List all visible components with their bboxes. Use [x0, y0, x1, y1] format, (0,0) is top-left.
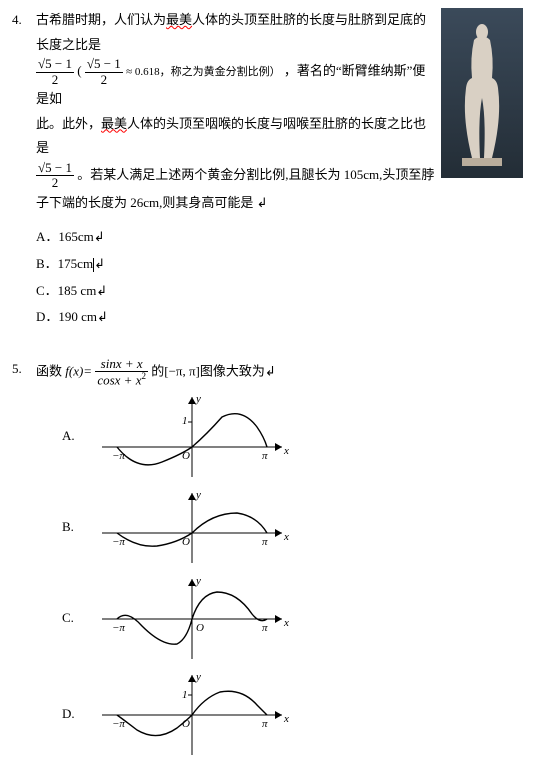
svg-text:−π: −π — [112, 622, 125, 634]
svg-text:π: π — [262, 536, 268, 548]
svg-text:y: y — [195, 393, 201, 405]
q5-graph-a-row: A. x y −π π O 1 — [62, 392, 523, 482]
svg-text:x: x — [283, 531, 289, 543]
svg-text:x: x — [283, 445, 289, 457]
q5-frac: sinx + x cosx + x2 — [95, 357, 148, 388]
svg-text:O: O — [196, 622, 204, 634]
q4-gr-text: ≈ 0.618，称之为黄金分割比例） — [126, 66, 281, 78]
question-4: 4. 古希腊时期，人们认为最美人体的头顶至肚脐的长度与肚脐到足底的长度之比是 5… — [12, 8, 523, 215]
q4-underline1: 最美 — [166, 12, 192, 27]
q4-text: 此。此外， — [36, 116, 101, 131]
q4-options: A．165cm↲ B．175cm↲ C．185 cm↲ D．190 cm↲ — [36, 225, 523, 330]
q4-text: 。若某人满足上述两个黄金分割比例,且腿长为 105cm,头顶至脖 — [77, 167, 434, 182]
q5-opt-b: B. — [62, 515, 92, 540]
q5-post: 的[−π, π]图像大致为↲ — [151, 363, 276, 378]
text-cursor — [93, 258, 94, 272]
svg-text:y: y — [195, 489, 201, 501]
graph-c: x y −π π O — [92, 574, 292, 664]
q5-graph-d-row: D. x y −π π O 1 — [62, 670, 523, 760]
svg-text:y: y — [195, 575, 201, 587]
q4-text: 古希腊时期，人们认为 — [36, 12, 166, 27]
q4-number: 4. — [12, 8, 36, 215]
graph-b: x y −π π O — [92, 488, 292, 568]
q4-opt-d: D．190 cm↲ — [36, 305, 523, 330]
q5-body: 函数 f(x)= sinx + x cosx + x2 的[−π, π]图像大致… — [36, 357, 523, 388]
svg-text:1: 1 — [182, 415, 188, 427]
golden-ratio-frac3: 5 − 12 — [36, 161, 74, 191]
q5-opt-a: A. — [62, 424, 92, 449]
svg-text:π: π — [262, 450, 268, 462]
graph-d: x y −π π O 1 — [92, 670, 292, 760]
golden-ratio-frac: 5 − 12 — [36, 57, 74, 87]
svg-text:x: x — [283, 617, 289, 629]
question-5: 5. 函数 f(x)= sinx + x cosx + x2 的[−π, π]图… — [12, 357, 523, 388]
svg-text:π: π — [262, 622, 268, 634]
statue-image — [441, 8, 523, 178]
svg-text:1: 1 — [182, 689, 188, 701]
q5-opt-d: D. — [62, 702, 92, 727]
q5-graphs: A. x y −π π O 1 B. x y −π π O — [62, 392, 523, 760]
q4-body: 古希腊时期，人们认为最美人体的头顶至肚脐的长度与肚脐到足底的长度之比是 5 − … — [36, 8, 523, 215]
svg-text:−π: −π — [112, 450, 125, 462]
q4-underline2: 最美 — [101, 116, 127, 131]
q4-text: 子下端的长度为 26cm,则其身高可能是 ↲ — [36, 195, 268, 210]
q5-number: 5. — [12, 357, 36, 388]
golden-ratio-frac2: 5 − 12 — [85, 57, 123, 87]
svg-text:y: y — [195, 671, 201, 683]
q4-opt-c: C．185 cm↲ — [36, 279, 523, 304]
q4-opt-a: A．165cm↲ — [36, 225, 523, 250]
q5-graph-b-row: B. x y −π π O — [62, 488, 523, 568]
svg-text:π: π — [262, 718, 268, 730]
q5-fx: f(x)= — [65, 363, 92, 378]
q5-opt-c: C. — [62, 606, 92, 631]
q5-pre: 函数 — [36, 363, 65, 378]
q4-opt-b: B．175cm↲ — [36, 252, 523, 277]
graph-a: x y −π π O 1 — [92, 392, 292, 482]
q5-graph-c-row: C. x y −π π O — [62, 574, 523, 664]
